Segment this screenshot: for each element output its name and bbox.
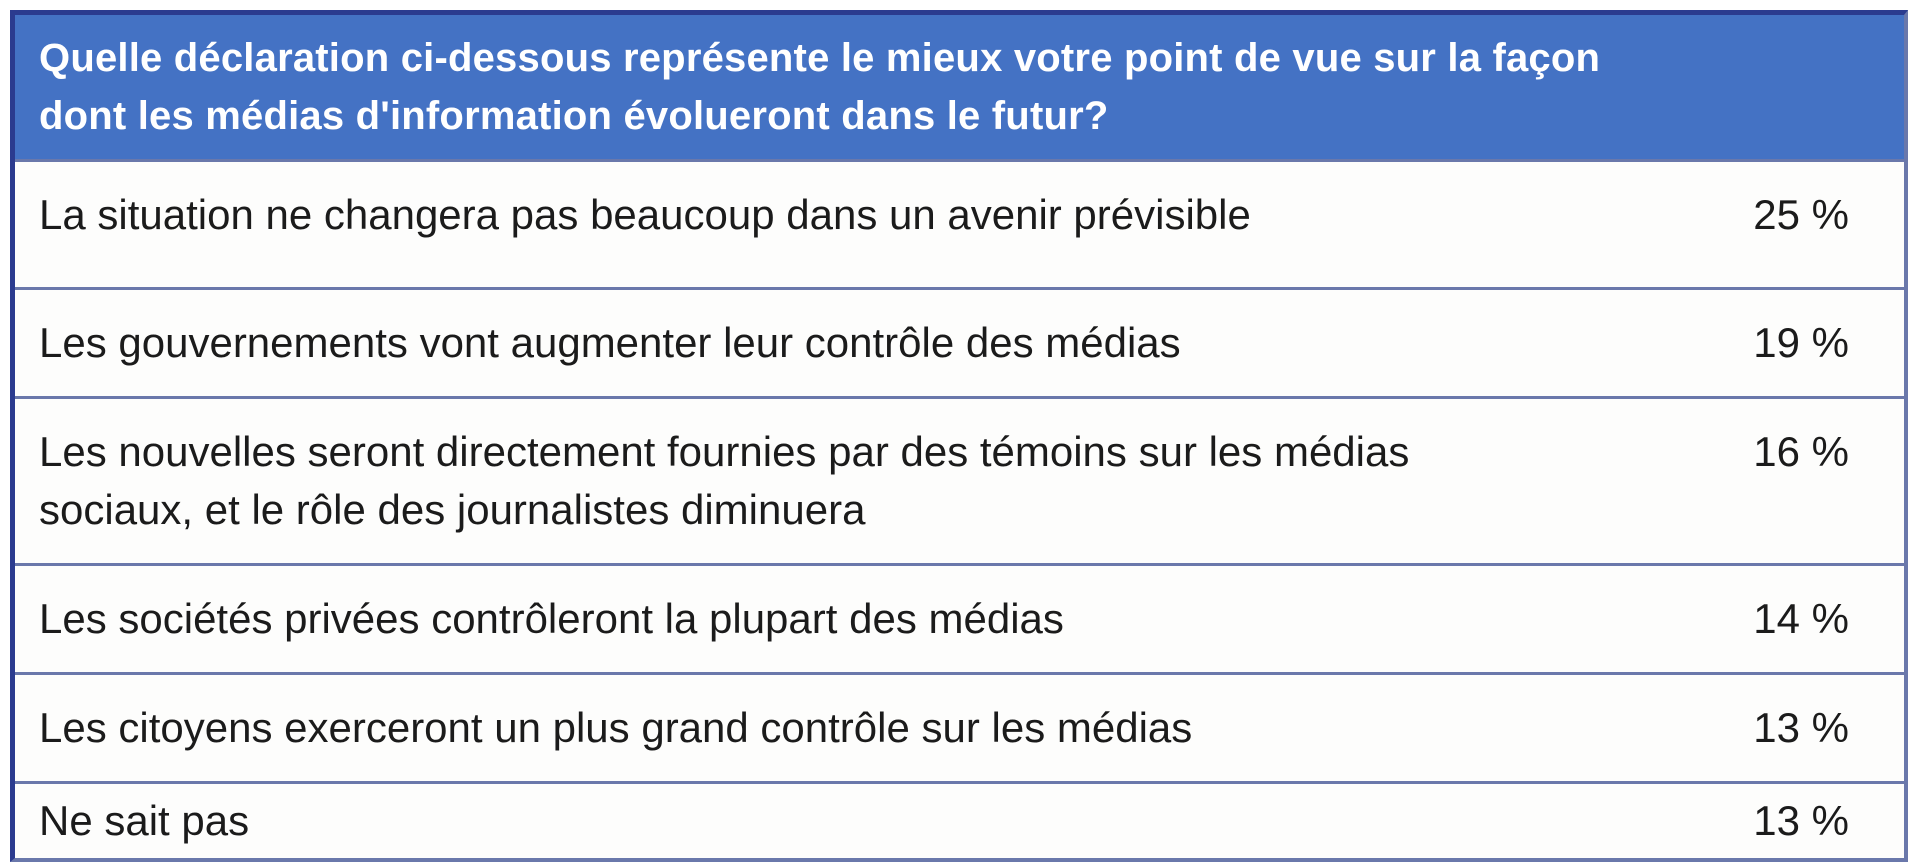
table-row: Les sociétés privées contrôleront la plu… bbox=[15, 563, 1904, 672]
row-label: Les nouvelles seront directement fournie… bbox=[39, 428, 1410, 533]
survey-question-header: Quelle déclaration ci-dessous représente… bbox=[15, 15, 1904, 159]
row-value: 25 % bbox=[1753, 191, 1849, 238]
row-value: 16 % bbox=[1753, 428, 1849, 475]
row-value: 13 % bbox=[1753, 797, 1849, 844]
table-row: Les nouvelles seront directement fournie… bbox=[15, 396, 1904, 563]
table-row: La situation ne changera pas beaucoup da… bbox=[15, 159, 1904, 287]
table-row: Les gouvernements vont augmenter leur co… bbox=[15, 287, 1904, 396]
row-value: 14 % bbox=[1753, 595, 1849, 642]
row-label: Ne sait pas bbox=[39, 797, 250, 844]
row-label: Les sociétés privées contrôleront la plu… bbox=[39, 595, 1064, 642]
row-label: La situation ne changera pas beaucoup da… bbox=[39, 191, 1251, 238]
row-value: 19 % bbox=[1753, 319, 1849, 366]
table-row: Ne sait pas 13 % bbox=[15, 781, 1904, 858]
survey-results-table: Quelle déclaration ci-dessous représente… bbox=[10, 10, 1908, 862]
row-label: Les citoyens exerceront un plus grand co… bbox=[39, 704, 1193, 751]
row-value: 13 % bbox=[1753, 704, 1849, 751]
table-row: Les citoyens exerceront un plus grand co… bbox=[15, 672, 1904, 781]
row-label: Les gouvernements vont augmenter leur co… bbox=[39, 319, 1181, 366]
